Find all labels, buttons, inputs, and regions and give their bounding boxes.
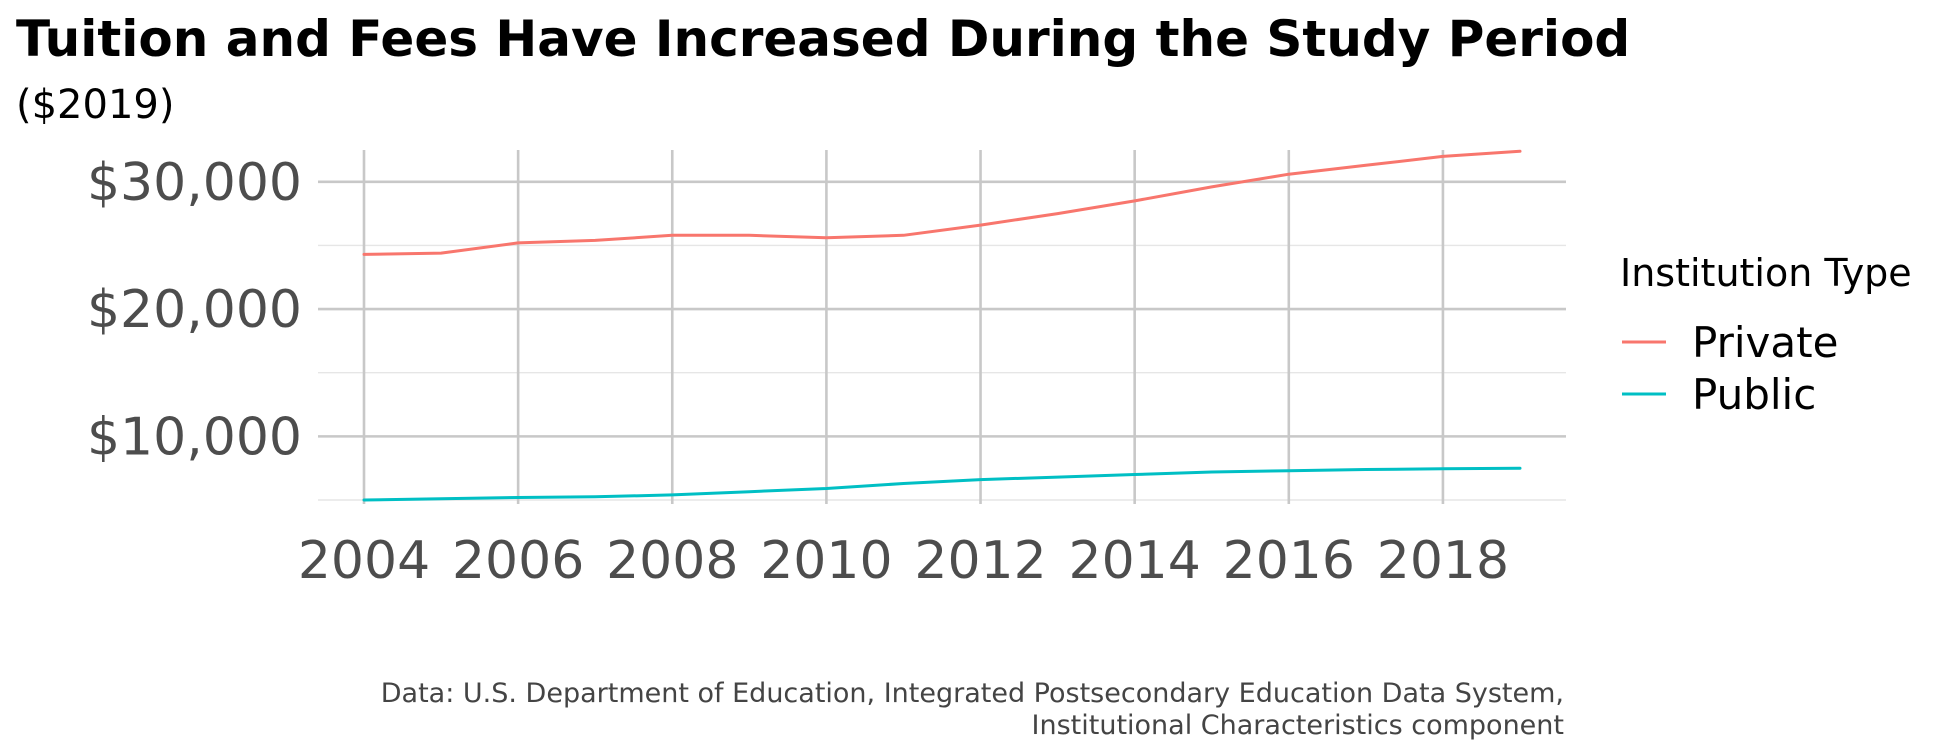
legend-label-public: Public (1692, 370, 1816, 419)
x-tick-label: 2010 (760, 531, 892, 591)
plot-area: $10,000 $20,000 $30,000 2004 2006 2008 2010 201… (87, 149, 1566, 591)
x-tick-label: 2006 (452, 531, 584, 591)
legend-item-public: Public (1622, 370, 1816, 419)
series-line-private (362, 149, 1522, 256)
x-tick-label: 2018 (1377, 531, 1509, 591)
legend-item-private: Private (1622, 318, 1838, 367)
x-tick-label: 2004 (298, 531, 430, 591)
x-tick-label: 2012 (914, 531, 1046, 591)
x-tick-label: 2008 (606, 531, 738, 591)
legend-label-private: Private (1692, 318, 1838, 367)
x-tick-label: 2014 (1068, 531, 1200, 591)
legend-title: Institution Type (1620, 251, 1912, 295)
series-line-public (362, 466, 1522, 502)
chart-subtitle: ($2019) (16, 82, 174, 128)
caption-line-2: Institutional Characteristics component (1032, 710, 1564, 741)
x-tick-label: 2016 (1223, 531, 1355, 591)
caption-line-1: Data: U.S. Department of Education, Inte… (381, 678, 1564, 709)
y-tick-label: $20,000 (87, 280, 302, 340)
chart-title: Tuition and Fees Have Increased During t… (16, 10, 1630, 68)
y-tick-label: $30,000 (87, 153, 302, 213)
y-tick-label: $10,000 (87, 407, 302, 467)
